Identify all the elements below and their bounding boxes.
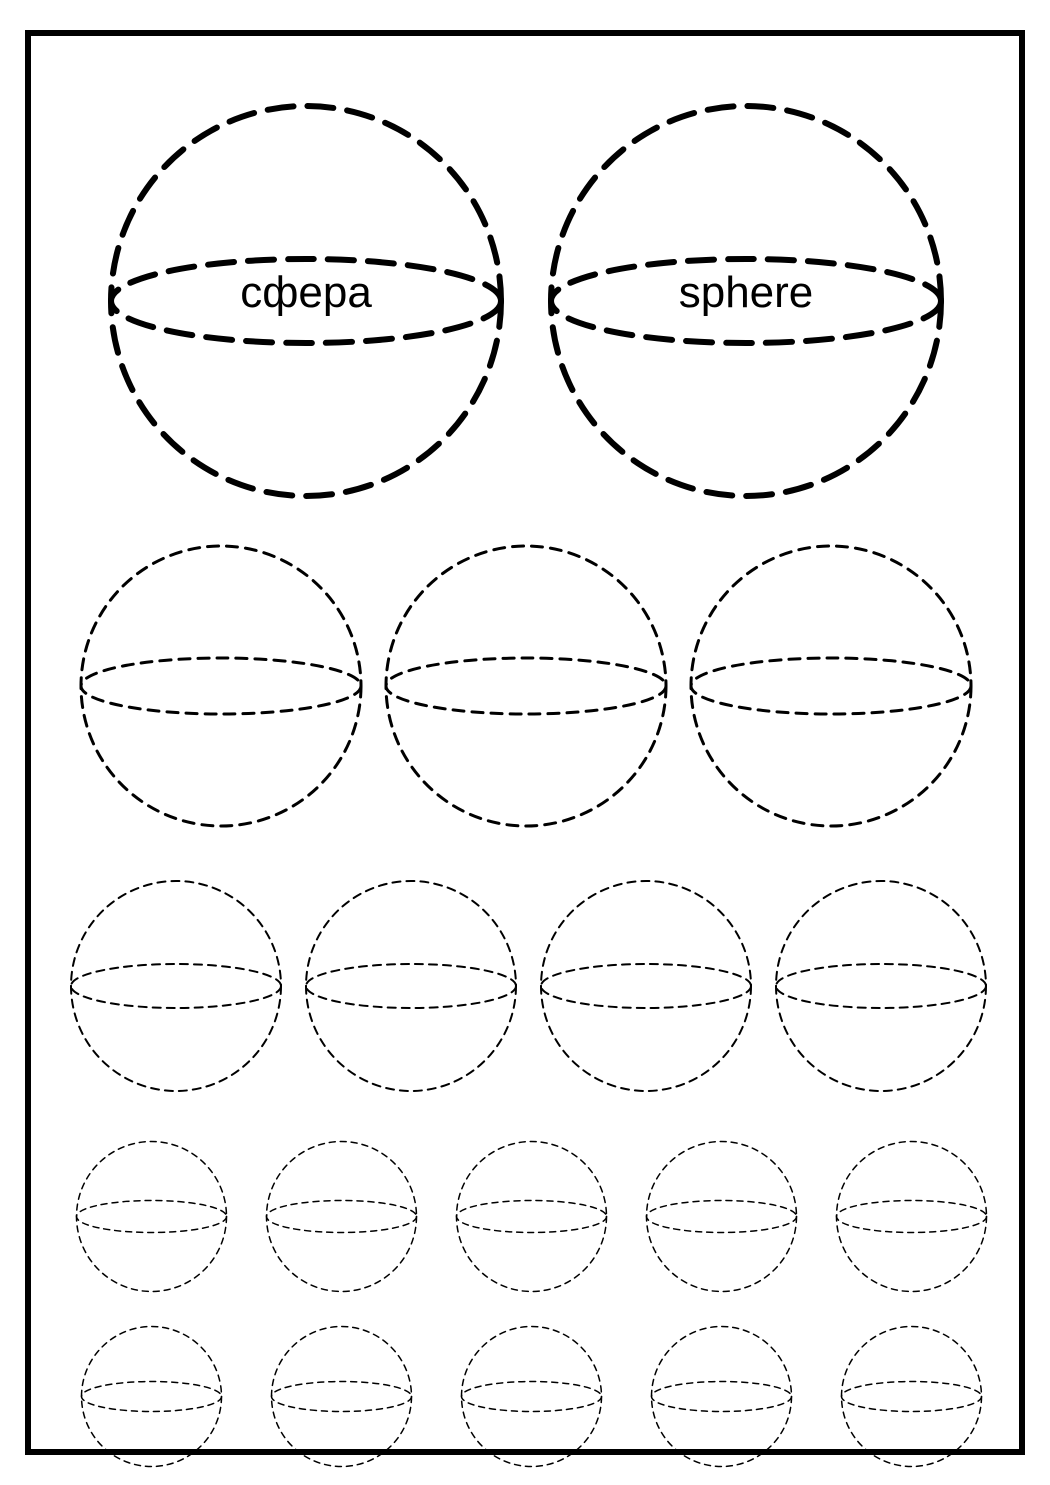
sphere-shape (263, 1138, 420, 1295)
sphere-shape (458, 1323, 605, 1470)
sphere-shape (772, 877, 990, 1095)
worksheet-page: сфера sphere (0, 0, 1050, 1485)
sphere-shape (381, 541, 671, 831)
sphere-shape (453, 1138, 610, 1295)
sphere-shape (73, 1138, 230, 1295)
label-right: sphere (679, 268, 814, 318)
sphere-shape (67, 877, 285, 1095)
sphere-shape (833, 1138, 990, 1295)
sphere-shape (643, 1138, 800, 1295)
sphere-shape (537, 877, 755, 1095)
label-left: сфера (240, 268, 372, 318)
sphere-shape (268, 1323, 415, 1470)
sphere-shape (78, 1323, 225, 1470)
worksheet-frame: сфера sphere (25, 30, 1025, 1455)
sphere-shape (838, 1323, 985, 1470)
sphere-shape (302, 877, 520, 1095)
sphere-shape (76, 541, 366, 831)
sphere-shape (686, 541, 976, 831)
sphere-shape (648, 1323, 795, 1470)
